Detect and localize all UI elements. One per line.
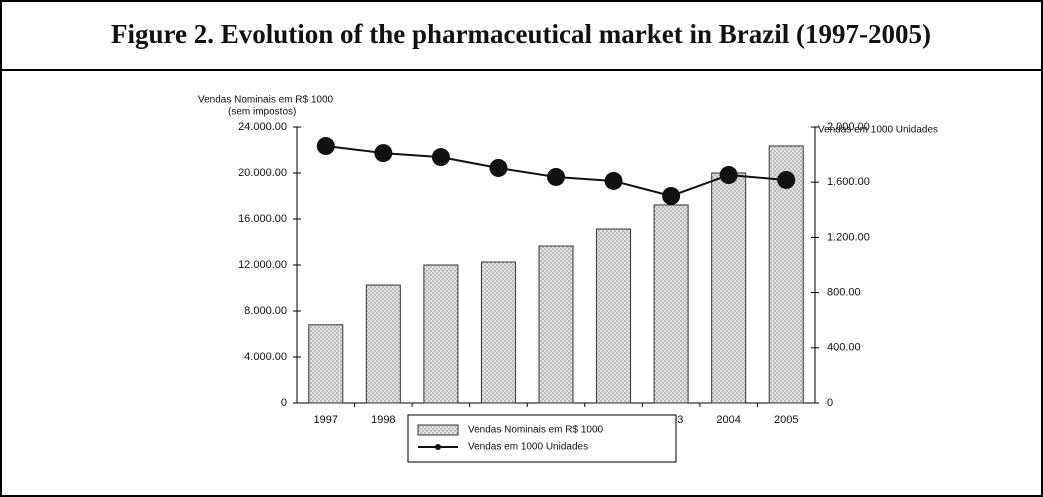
y-tick-label: 20.000.00 [238, 167, 287, 179]
bar [423, 264, 459, 404]
line-marker [374, 144, 393, 163]
y2-axis-label: Vendas em 1000 Unidades [818, 125, 938, 136]
x-tick-label: 1998 [371, 414, 395, 426]
y-tick-label: 4.000.00 [244, 351, 287, 363]
line-marker [662, 187, 681, 205]
bar [711, 172, 747, 404]
x-tick-label: 2004 [716, 414, 740, 426]
x-tick-label: 2005 [774, 414, 798, 426]
bar [653, 204, 689, 404]
chart-title: Figure 2. Evolution of the pharmaceutica… [111, 19, 931, 49]
bar [480, 261, 516, 404]
y-tick-label: 12.000.00 [238, 259, 287, 271]
bar [596, 228, 632, 404]
line-marker [489, 158, 508, 177]
y2-tick-label: 1.200.00 [827, 231, 870, 243]
y-tick-label: 0 [281, 397, 287, 409]
y-tick-label: 24.000.00 [238, 121, 287, 133]
legend-swatch [417, 424, 459, 436]
legend-box [407, 414, 677, 463]
line-marker [719, 166, 738, 185]
y-axis-label: (sem impostos) [228, 107, 296, 118]
y2-tick-label: 400.00 [827, 342, 861, 354]
bar [538, 245, 574, 404]
line-marker [777, 170, 796, 189]
bar [308, 324, 344, 404]
y2-tick-label: 800.00 [827, 287, 861, 299]
bar [365, 284, 401, 404]
legend-swatch [435, 444, 441, 450]
line-marker [316, 137, 335, 156]
y2-tick-label: 0 [827, 397, 833, 409]
y2-tick-label: 2.000.00 [827, 121, 870, 133]
y-tick-label: 16.000.00 [238, 213, 287, 225]
y-axis-label: Vendas Nominais em R$ 1000 [198, 95, 334, 106]
y-tick-label: 8.000.00 [244, 305, 287, 317]
line-marker [604, 171, 623, 190]
line-marker [547, 167, 565, 186]
x-tick-label: 1997 [314, 414, 338, 426]
line-marker [431, 148, 450, 167]
legend-label: Vendas Nominais em R$ 1000 [468, 425, 604, 436]
y2-tick-label: 1.600.00 [827, 176, 870, 188]
legend-label: Vendas em 1000 Unidades [468, 442, 588, 453]
